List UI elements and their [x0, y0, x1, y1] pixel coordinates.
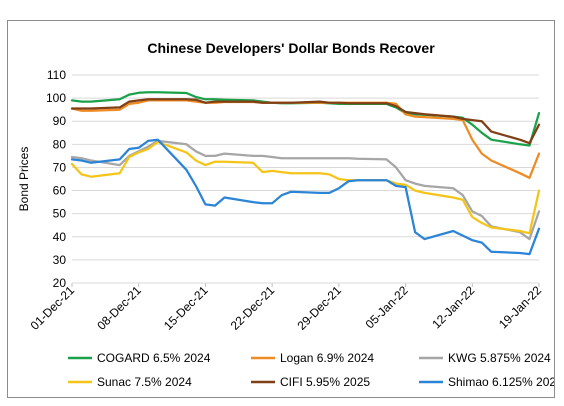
legend-entry: CIFI 5.95% 2025 [280, 375, 370, 389]
legend-entry: Shimao 6.125% 2024 [448, 375, 554, 389]
legend-entry: KWG 5.875% 2024 [448, 351, 551, 365]
x-tick-label: 29-Dec-21 [294, 283, 344, 333]
chart-title: Chinese Developers' Dollar Bonds Recover [147, 40, 435, 56]
y-tick-label: 60 [53, 184, 67, 198]
x-tick-label: 08-Dec-21 [94, 283, 144, 333]
x-tick-label: 15-Dec-21 [161, 283, 211, 333]
x-tick-label: 12-Jan-22 [429, 283, 477, 331]
legend: COGARD 6.5% 2024 Logan 6.9% 2024 KWG 5.875… [68, 351, 554, 389]
y-axis-label: Bond Prices [17, 147, 31, 212]
x-tick-label: 22-Dec-21 [228, 283, 278, 333]
y-tick-label: 90 [53, 114, 67, 128]
y-axis-ticks: 20 30 40 50 60 70 80 90 100 110 [46, 68, 66, 290]
legend-entry: Logan 6.9% 2024 [280, 351, 374, 365]
series-line [70, 138, 541, 256]
y-tick-label: 20 [53, 276, 67, 290]
x-axis-ticks: 01-Dec-21 08-Dec-21 15-Dec-21 22-Dec-21 29-D… [28, 283, 545, 333]
y-tick-label: 100 [46, 91, 66, 105]
y-tick-label: 110 [47, 68, 66, 82]
series-line [70, 99, 541, 179]
series-line [70, 140, 541, 235]
legend-entry: Sunac 7.5% 2024 [97, 375, 192, 389]
x-tick-label: 05-Jan-22 [363, 283, 411, 331]
y-tick-label: 40 [53, 230, 67, 244]
y-tick-label: 50 [53, 207, 67, 221]
x-tick-label: 01-Dec-21 [28, 283, 78, 333]
series-line [70, 98, 541, 145]
chart-frame: Chinese Developers' Dollar Bonds Recover… [7, 20, 555, 398]
legend-entry: COGARD 6.5% 2024 [97, 351, 211, 365]
line-chart: Chinese Developers' Dollar Bonds Recover… [17, 40, 554, 389]
series-line [70, 139, 541, 241]
x-tick-label: 19-Jan-22 [496, 283, 544, 331]
series-lines [70, 91, 541, 256]
y-tick-label: 80 [53, 137, 67, 151]
y-tick-label: 30 [53, 253, 67, 267]
y-tick-label: 70 [53, 160, 67, 174]
